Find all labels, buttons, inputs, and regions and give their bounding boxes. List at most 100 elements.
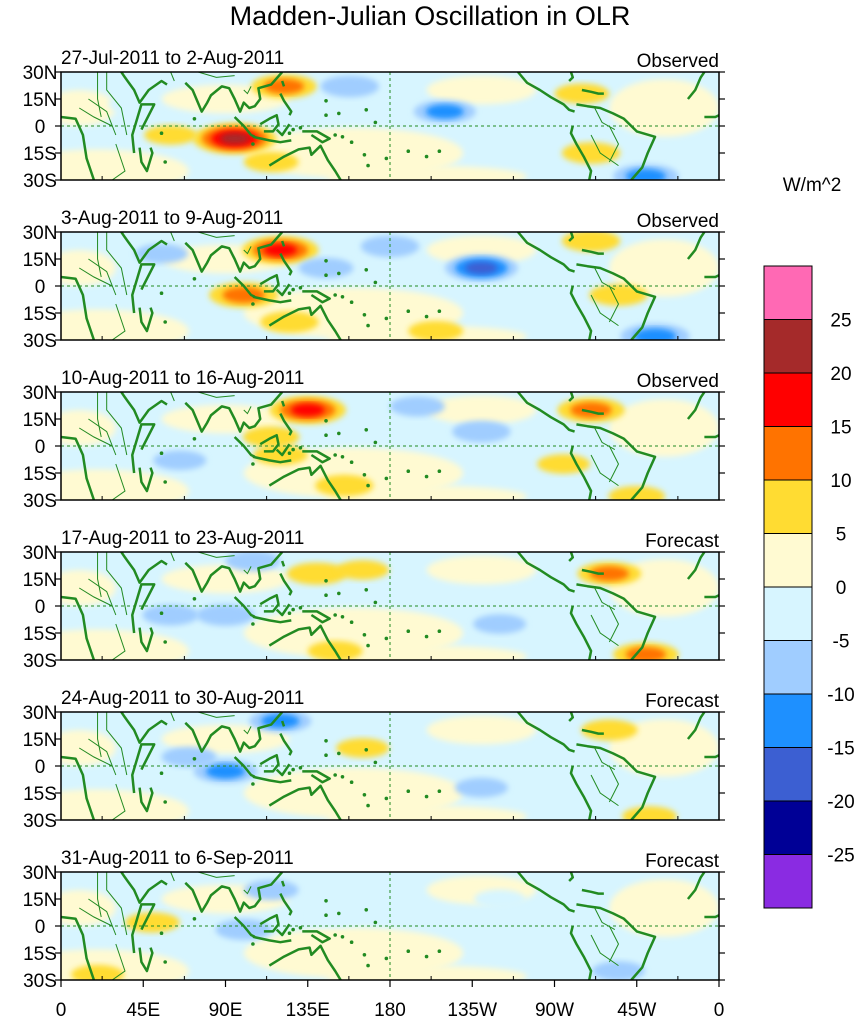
y-tick-label: 0 [35, 757, 46, 778]
colorbar-label: 10 [830, 471, 851, 492]
chart-title: Madden-Julian Oscillation in OLR [230, 1, 631, 31]
island [192, 917, 197, 921]
island [298, 766, 303, 770]
coastline [184, 872, 284, 913]
country-border [106, 392, 128, 456]
coastline [576, 103, 657, 180]
coastline [252, 295, 292, 304]
anomaly-contour [554, 83, 610, 104]
island [437, 309, 442, 314]
x-tick-label: 0 [714, 1000, 725, 1020]
island [340, 615, 345, 619]
coastline [233, 116, 256, 138]
island [287, 931, 292, 935]
colorbar-label: -20 [827, 792, 854, 813]
country-border [97, 872, 102, 918]
island [373, 600, 378, 605]
coastline [576, 263, 657, 340]
island [291, 287, 295, 292]
island [192, 277, 197, 281]
panel-map-area [61, 712, 719, 820]
panel-period: 10-Aug-2011 to 16-Aug-2011 [61, 368, 304, 389]
coastline [252, 455, 292, 464]
island [337, 751, 341, 756]
country-border [170, 232, 175, 242]
panel-map-area [61, 552, 719, 660]
y-tick-label: 0 [35, 917, 46, 938]
country-border [106, 712, 128, 776]
country-border [594, 267, 616, 291]
coastline [233, 436, 256, 458]
coastline [120, 392, 168, 424]
country-border [594, 907, 616, 931]
country-border [111, 783, 126, 820]
y-tick-label: 15N [23, 730, 58, 751]
country-border [197, 712, 235, 718]
x-tick-label: 45W [617, 1000, 656, 1020]
island [437, 149, 442, 153]
anomaly-contour [243, 879, 299, 901]
positive-weak-patch [426, 235, 537, 265]
island [384, 956, 389, 961]
coastline [581, 408, 604, 415]
positive-weak-patch [61, 789, 189, 820]
y-tick-label: 15N [23, 570, 58, 591]
island [163, 800, 167, 804]
y-tick-label: 0 [35, 277, 46, 298]
y-tick-label: 30N [23, 383, 58, 404]
positive-weak-patch [609, 399, 719, 457]
country-border [590, 934, 619, 967]
coastline [704, 594, 719, 599]
colorbar-label: 25 [830, 311, 851, 332]
coastline [61, 275, 96, 340]
coastline [268, 304, 342, 340]
anomaly-contour [591, 961, 645, 980]
positive-weak-patch [61, 410, 116, 446]
island [437, 789, 442, 793]
island [333, 773, 337, 777]
x-tick-label: 45E [126, 1000, 160, 1020]
y-tick-label: 15N [23, 890, 58, 911]
island [340, 455, 345, 459]
colorbar-label: 5 [836, 525, 847, 546]
coastline [516, 72, 575, 113]
coastline [275, 603, 291, 617]
coastline [704, 274, 719, 279]
coastline [280, 400, 286, 407]
country-border [88, 418, 117, 456]
coastline [686, 712, 706, 740]
coastline [259, 593, 280, 613]
anomaly-contour [225, 552, 281, 572]
coastline [184, 72, 284, 113]
island [406, 629, 411, 633]
island [287, 611, 292, 615]
island [324, 273, 328, 278]
coastline [704, 434, 719, 439]
panel-1: 27-Jul-2011 to 2-Aug-2011 Observed 30N 15N 0… [23, 48, 725, 192]
colorbar-swatch [763, 265, 813, 320]
island [159, 611, 164, 615]
island [340, 775, 345, 779]
panels-group: 27-Jul-2011 to 2-Aug-2011 Observed 30N 15N 0… [23, 48, 725, 992]
island [333, 933, 337, 937]
colorbar-swatch [763, 854, 813, 909]
country-border [197, 72, 235, 78]
coastline [252, 775, 292, 784]
island [337, 271, 341, 276]
coastline [120, 712, 168, 744]
country-border [79, 907, 113, 927]
y-tick-label: 15S [23, 624, 57, 645]
coastline [184, 392, 284, 433]
coastline [138, 947, 154, 973]
island [366, 323, 370, 328]
island [251, 142, 255, 146]
coastline [516, 872, 575, 913]
coastline [704, 754, 719, 759]
island [192, 117, 197, 121]
anomaly-contour [263, 78, 305, 94]
anomaly-contour [452, 420, 511, 443]
colorbar-label: -5 [833, 632, 850, 653]
country-border [608, 605, 620, 643]
coastline [568, 712, 575, 722]
country-border [170, 872, 175, 882]
